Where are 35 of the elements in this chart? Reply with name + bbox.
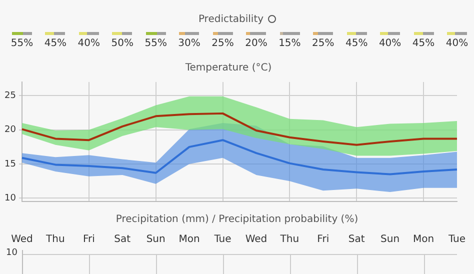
category-label: Thu (46, 234, 65, 245)
y-tick-label: 20 (4, 125, 16, 136)
y-tick-label: 10 (4, 194, 16, 204)
data-label: 30% (178, 38, 200, 49)
data-label: 40% (78, 38, 100, 49)
data-label: 40% (446, 38, 468, 49)
data-label: 50% (111, 38, 134, 49)
data-label: 45% (412, 38, 435, 49)
category-label: Thu (280, 234, 300, 245)
data-label: 25% (212, 38, 234, 49)
category-label: Sat (114, 234, 131, 245)
category-label: Tue (214, 234, 232, 245)
data-label: 20% (245, 38, 268, 49)
category-label: Wed (245, 234, 268, 245)
data-label: 55% (144, 38, 167, 49)
category-label: Sun (146, 234, 166, 245)
category-label: Tue (448, 234, 466, 245)
category-label: Sun (380, 234, 400, 245)
chart-title: Temperature (°C) (184, 62, 272, 74)
text: Precipitation (mm) / Precipitation probability (%) (114, 214, 360, 225)
category-label: Wed (11, 234, 33, 245)
category-label: Fri (82, 234, 95, 245)
data-label: 40% (378, 38, 402, 49)
category-label: Mon (178, 234, 200, 245)
data-label: 25% (312, 38, 334, 49)
category-label: Sat (348, 234, 365, 245)
data-label: 45% (345, 38, 368, 49)
data-label: 55% (10, 38, 34, 49)
data-label: 45% (44, 38, 67, 49)
category-label: Mon (412, 234, 434, 245)
data-label: 15% (278, 38, 301, 49)
category-label: Fri (317, 234, 330, 245)
y-tick-label: 25 (4, 91, 16, 102)
text: Predictability (197, 14, 265, 25)
y-tick-label: 15 (4, 159, 16, 170)
